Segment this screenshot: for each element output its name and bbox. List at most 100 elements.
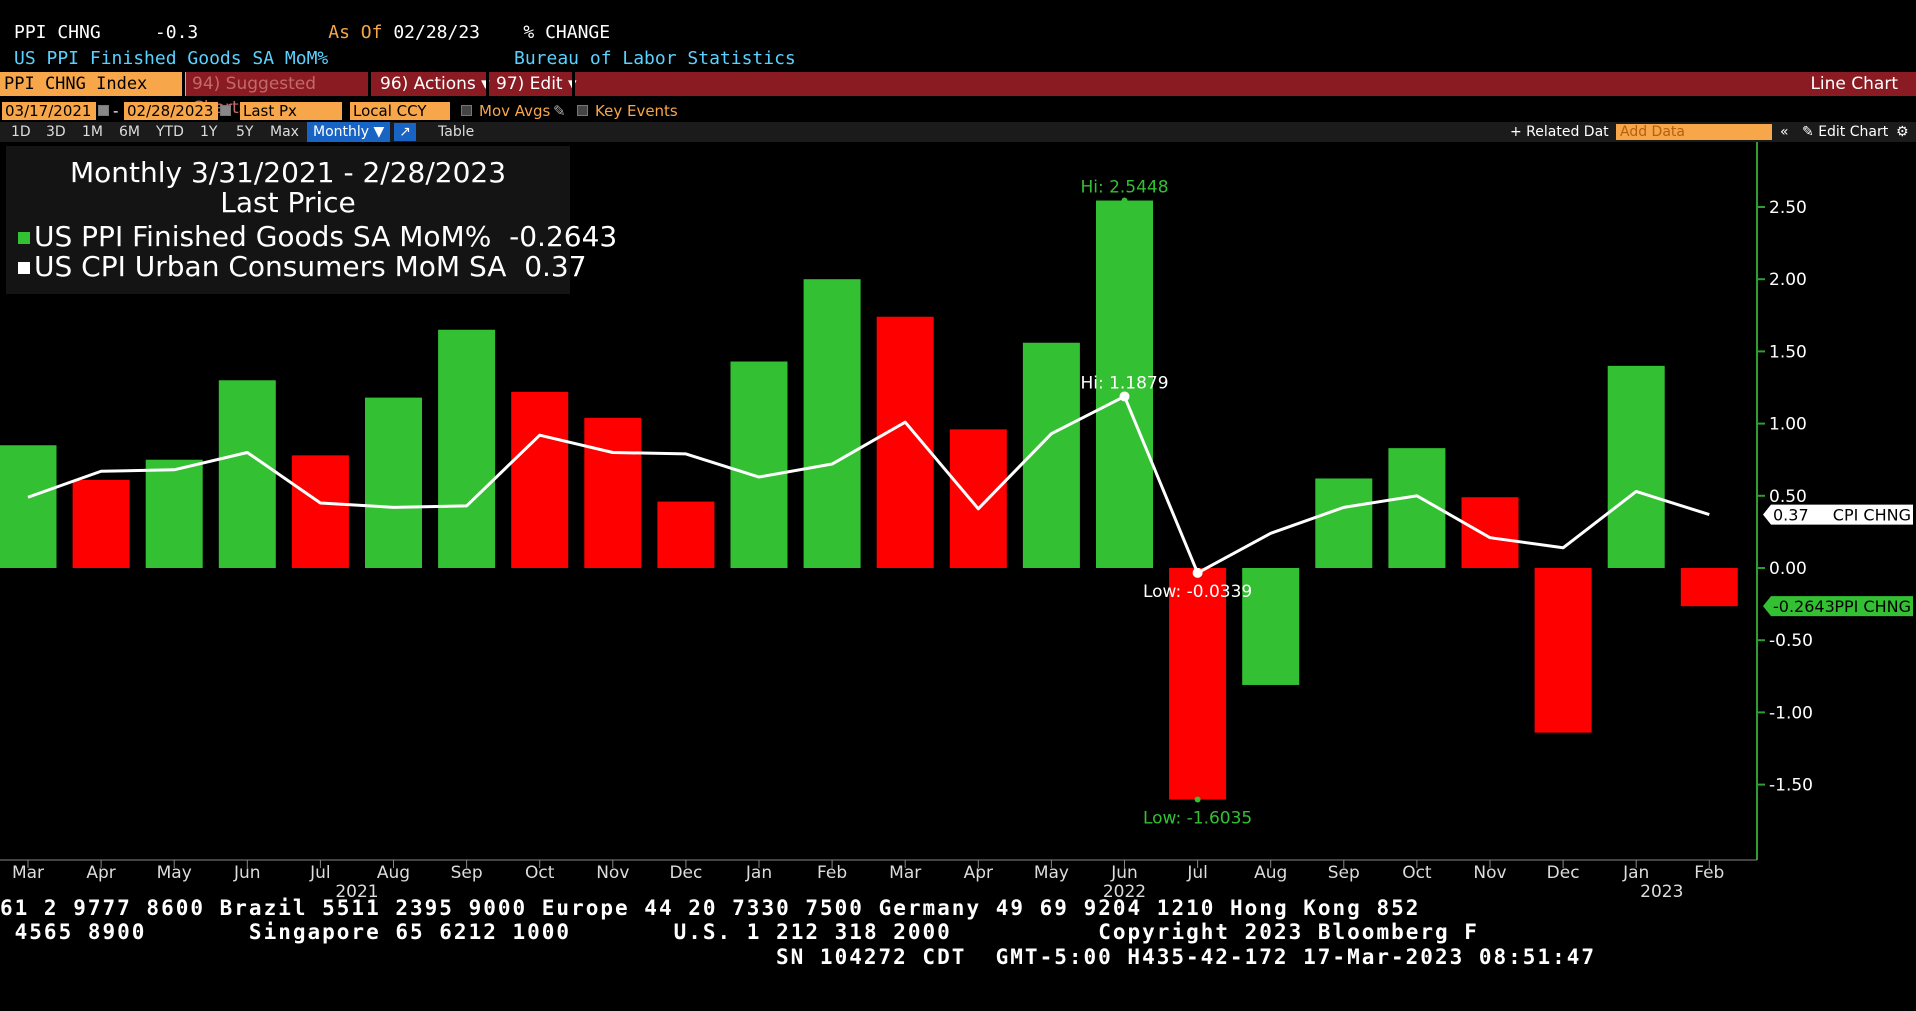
start-date-field[interactable]: 03/17/2021 xyxy=(2,102,96,120)
mov-avgs-checkbox[interactable] xyxy=(461,105,472,116)
menu-bar: PPI CHNG Index 94) Suggested Charts 96) … xyxy=(0,72,1916,118)
last-value-tag xyxy=(1763,504,1913,525)
ppi-bar xyxy=(365,397,422,568)
calendar-icon[interactable] xyxy=(98,105,109,116)
timeframe-3d[interactable]: 3D xyxy=(46,124,66,140)
x-tick-label: Feb xyxy=(1694,863,1724,883)
table-button[interactable]: Table xyxy=(438,124,475,140)
chart-style-icon[interactable]: ↗ xyxy=(394,123,416,141)
related-data-button[interactable]: + Related Dat xyxy=(1510,124,1609,140)
ppi-bar xyxy=(1607,365,1665,568)
x-tick-label: Dec xyxy=(1547,863,1580,883)
edit-chart-label: Edit Chart xyxy=(1818,124,1889,140)
header-line: PPI CHNG -0.3 As Of 02/28/23 % CHANGE xyxy=(14,22,610,43)
x-tick-label: Jul xyxy=(309,863,331,883)
calendar-icon[interactable] xyxy=(220,105,231,116)
collapse-icon[interactable]: « xyxy=(1780,124,1789,140)
annotation-label: Low: -0.0339 xyxy=(1143,582,1252,602)
annotation-marker xyxy=(1121,197,1128,204)
last-value-tag xyxy=(1763,596,1913,617)
legend-series-cpi: US CPI Urban Consumers MoM SA 0.37 xyxy=(18,250,587,283)
last-value-tag-value: -0.2643 xyxy=(1773,597,1835,616)
edit-chart-button[interactable]: ✎ Edit Chart xyxy=(1802,124,1889,140)
controls-bar: 03/17/2021 - 02/28/2023 Last Px Local CC… xyxy=(0,100,1916,122)
timeframe-1m[interactable]: 1M xyxy=(82,124,103,140)
currency-select[interactable]: Local CCY xyxy=(350,102,450,120)
ppi-bar xyxy=(218,380,276,568)
ppi-bar xyxy=(1169,568,1227,800)
annotation-marker xyxy=(1119,391,1130,402)
ppi-bar-series xyxy=(0,200,1738,800)
annotation-marker xyxy=(1194,796,1201,803)
end-date-field[interactable]: 02/28/2023 xyxy=(124,102,218,120)
annotation-label: Hi: 1.1879 xyxy=(1080,373,1168,393)
legend-series-ppi-label: US PPI Finished Goods SA MoM% -0.2643 xyxy=(34,220,618,253)
y-tick-label: -0.50 xyxy=(1769,631,1813,651)
ppi-bar xyxy=(584,417,642,568)
key-events-checkbox[interactable] xyxy=(577,105,588,116)
date-dash: - xyxy=(113,102,119,120)
ppi-bar xyxy=(1096,200,1153,568)
divider xyxy=(572,72,575,96)
y-tick-label: 1.50 xyxy=(1769,342,1807,362)
last-value-tags: 0.37 CPI CHNG -0.2643 PPI CHNG xyxy=(1763,504,1913,617)
x-tick-label: Mar xyxy=(889,863,921,883)
y-tick-label: 2.00 xyxy=(1769,270,1807,290)
ppi-bar xyxy=(0,445,57,568)
cpi-line-series xyxy=(27,394,1710,575)
ppi-bar xyxy=(1461,497,1519,568)
timeframe-1d[interactable]: 1D xyxy=(11,124,31,140)
legend-field: Last Price xyxy=(220,186,356,219)
ppi-bar xyxy=(291,455,349,568)
legend-swatch-green xyxy=(18,232,30,244)
x-tick-label: Jan xyxy=(745,863,772,883)
legend-series-cpi-label: US CPI Urban Consumers MoM SA 0.37 xyxy=(34,250,587,283)
y-tick-label: -1.00 xyxy=(1769,703,1813,723)
y-tick-label: 1.00 xyxy=(1769,415,1807,435)
add-data-input[interactable]: Add Data xyxy=(1616,124,1772,140)
x-tick-label: Sep xyxy=(1328,863,1360,883)
legend-period: Monthly 3/31/2021 - 2/28/2023 xyxy=(69,156,507,189)
timeframe-5y[interactable]: 5Y xyxy=(236,124,254,140)
chart-type-label[interactable]: Line Chart xyxy=(1810,74,1898,94)
key-events-label[interactable]: Key Events xyxy=(595,102,678,120)
footer-session: SN 104272 CDT GMT-5:00 H435-42-172 17-Ma… xyxy=(776,945,1597,969)
footer-contacts-line1: 61 2 9777 8600 Brazil 5511 2395 9000 Eur… xyxy=(0,896,1421,920)
mov-avgs-label[interactable]: Mov Avgs xyxy=(479,102,551,120)
x-tick-label: Nov xyxy=(596,863,629,883)
year-label: 2023 xyxy=(1640,882,1683,902)
x-tick-label: Jun xyxy=(233,863,261,883)
x-tick-label: Jul xyxy=(1186,863,1208,883)
suggested-charts-menu[interactable]: 94) Suggested Charts xyxy=(192,74,317,118)
last-value: -0.3 xyxy=(154,22,199,43)
last-value-tag-value: 0.37 xyxy=(1773,506,1809,525)
edit-menu[interactable]: 97) Edit ▾ xyxy=(496,74,577,94)
ticker-index-field[interactable]: PPI CHNG Index xyxy=(0,72,186,96)
x-axis: Mar Apr May Jun Jul Aug Sep Oct Nov Dec Jan Feb Mar A… xyxy=(0,859,1757,902)
price-field-select[interactable]: Last Px xyxy=(240,102,342,120)
y-axis: 2.50 2.00 1.50 1.00 0.50 0.00 -0.50 -1.00 -1.50 xyxy=(1756,142,1813,860)
timeframe-ytd[interactable]: YTD xyxy=(156,124,184,140)
divider xyxy=(486,72,489,96)
timeframe-1y[interactable]: 1Y xyxy=(200,124,218,140)
year-label: 2021 xyxy=(335,882,378,902)
x-tick-label: Apr xyxy=(86,863,115,883)
actions-menu[interactable]: 96) Actions ▾ xyxy=(380,74,490,94)
timeframe-6m[interactable]: 6M xyxy=(119,124,140,140)
x-tick-label: Dec xyxy=(669,863,702,883)
hi-low-annotations: Hi: 2.5448 Hi: 1.1879 Low: -0.0339 Low: -1.… xyxy=(1080,178,1252,829)
legend-series-ppi: US PPI Finished Goods SA MoM% -0.2643 xyxy=(18,220,617,253)
x-tick-label: May xyxy=(1034,863,1069,883)
timeframe-max[interactable]: Max xyxy=(270,124,299,140)
frequency-select[interactable]: Monthly ▼ xyxy=(307,122,391,142)
y-tick-label: 0.50 xyxy=(1769,487,1807,507)
ppi-bar xyxy=(1680,568,1738,607)
pencil-icon[interactable]: ✎ xyxy=(553,102,566,120)
cpi-line xyxy=(27,394,1710,575)
x-tick-label: Feb xyxy=(817,863,847,883)
last-value-tag-label: CPI CHNG xyxy=(1833,506,1911,525)
ppi-bar xyxy=(876,316,934,568)
ppi-bar xyxy=(511,391,569,568)
gear-icon[interactable]: ⚙ xyxy=(1896,124,1909,140)
change-type: % CHANGE xyxy=(523,22,611,43)
